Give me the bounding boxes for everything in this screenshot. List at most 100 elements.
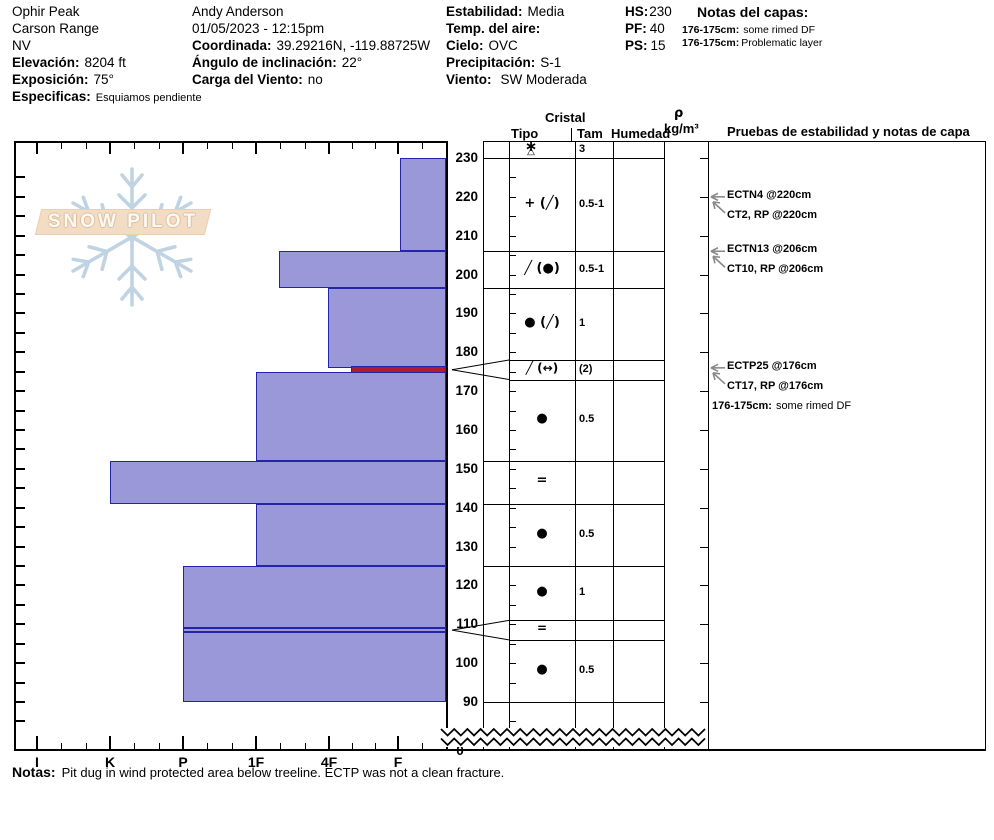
hs-value: 230 xyxy=(649,4,672,19)
grain-column-tick-175 xyxy=(510,371,516,373)
grain-size-value: 0.5 xyxy=(579,663,595,676)
grain-column-tick-180 xyxy=(510,352,516,354)
table-row-line xyxy=(483,566,664,568)
depth-minor-tick-135 xyxy=(16,526,25,529)
hardness-axis-label-P: P xyxy=(178,754,188,770)
grain-type-symbol: ● xyxy=(536,411,548,427)
density-column-tick-150 xyxy=(700,468,708,470)
layer-notes-title: Notas del capas: xyxy=(697,4,809,20)
hs-label: HS: xyxy=(625,4,649,19)
table-row-line xyxy=(483,503,664,505)
stability-test-label: CT10, RP @206cm xyxy=(727,263,824,276)
pit-notes-line: Notas: Pit dug in wind protected area bel… xyxy=(12,764,504,780)
depth-minor-tick-155 xyxy=(16,448,25,451)
depth-minor-tick-195 xyxy=(16,293,25,295)
hardness-top-minor-tick xyxy=(375,143,376,149)
depth-label-210: 210 xyxy=(455,227,478,243)
depth-label-150: 150 xyxy=(455,460,478,476)
depth-label-90: 90 xyxy=(462,694,478,710)
depth-minor-tick-210 xyxy=(16,234,25,237)
hardness-top-minor-tick xyxy=(422,143,423,149)
density-column-tick-190 xyxy=(700,313,708,315)
grain-size-value: 0.5-1 xyxy=(579,262,605,275)
hardness-axis-label-4F: 4F xyxy=(320,754,338,770)
table-row-line xyxy=(483,461,664,463)
flagged-layer-bar-176cm xyxy=(351,366,446,374)
depth-label-220: 220 xyxy=(455,188,478,204)
specifics-line: Especificas: Esquiamos pendiente xyxy=(12,89,202,104)
aspect-value: 75° xyxy=(93,72,114,87)
depth-minor-tick-190 xyxy=(16,312,25,315)
hardness-bottom-minor-tick xyxy=(86,743,87,749)
thin-layer-bracket xyxy=(451,629,510,641)
tipo-header: Tipo xyxy=(511,126,539,141)
hardness-bar-layer-152cm xyxy=(110,461,446,504)
observer-name: Andy Anderson xyxy=(192,4,284,19)
sky-line: Cielo: OVC xyxy=(446,38,518,53)
depth-minor-tick-120 xyxy=(16,584,25,587)
depth-label-0: 0 xyxy=(456,743,464,758)
precip-label: Precipitación: xyxy=(446,55,536,70)
depth-label-200: 200 xyxy=(455,266,478,282)
grain-column-tick-155 xyxy=(510,449,516,451)
grain-column-tick-105 xyxy=(510,643,516,645)
hardness-top-tick-F xyxy=(397,143,399,154)
table-row-line xyxy=(509,639,664,641)
depth-minor-tick-175 xyxy=(16,370,25,373)
grain-column-tick-205 xyxy=(510,255,516,257)
observation-datetime: 01/05/2023 - 12:15pm xyxy=(192,21,325,36)
grain-size-value: 3 xyxy=(579,143,586,155)
hardness-bottom-minor-tick xyxy=(280,743,281,749)
depth-label-120: 120 xyxy=(455,577,478,593)
layer-note-2-text: Problematic layer xyxy=(741,37,823,49)
axis-break-mask xyxy=(441,728,706,747)
wind-label: Viento: xyxy=(446,72,492,87)
cristal-header: Cristal xyxy=(545,110,586,125)
layer-note-1-text: some rimed DF xyxy=(743,24,815,36)
hardness-bottom-minor-tick xyxy=(232,743,233,749)
surface-grain-triangle: △ xyxy=(527,146,535,157)
wind-loading-label: Carga del Viento: xyxy=(192,72,303,87)
hardness-top-minor-tick xyxy=(159,143,160,149)
depth-minor-tick-170 xyxy=(16,390,25,393)
depth-minor-tick-165 xyxy=(16,409,25,412)
depth-label-100: 100 xyxy=(455,655,478,671)
density-symbol-header: ρ xyxy=(674,106,684,121)
depth-minor-tick-150 xyxy=(16,467,25,470)
test-arrow-icon xyxy=(712,372,726,385)
grain-column-tick-220 xyxy=(510,196,516,198)
stability-line: Estabilidad: Media xyxy=(446,4,564,19)
depth-minor-tick-115 xyxy=(16,603,25,606)
hardness-top-minor-tick xyxy=(352,143,353,149)
ps-value: 15 xyxy=(650,38,666,53)
depth-label-170: 170 xyxy=(455,383,478,399)
hardness-bottom-minor-tick xyxy=(422,743,423,749)
table-vline-5 xyxy=(708,141,709,750)
layer-note-1: 176-175cm: some rimed DF xyxy=(682,24,815,36)
hardness-axis-label-F: F xyxy=(393,754,403,770)
grain-column-tick-95 xyxy=(510,682,516,684)
air-temp-label: Temp. del aire: xyxy=(446,21,541,36)
elevation-line: Elevación: 8204 ft xyxy=(12,55,126,70)
plot-border-left xyxy=(14,141,16,750)
hardness-top-minor-tick xyxy=(61,143,62,149)
layer-note-2: 176-175cm: Problematic layer xyxy=(682,37,822,49)
pf-label: PF: xyxy=(625,21,647,36)
hardness-top-minor-tick xyxy=(86,143,87,149)
grain-column-tick-110 xyxy=(510,624,516,626)
hardness-bar-layer-230cm xyxy=(400,158,446,252)
layer-note-1-range: 176-175cm: xyxy=(682,24,740,36)
axis-break-zigzag xyxy=(440,737,706,747)
pit-notes-label: Notas: xyxy=(12,764,56,780)
hardness-bottom-tick-F xyxy=(397,736,399,749)
depth-label-140: 140 xyxy=(455,499,478,515)
test-arrow-icon xyxy=(710,192,725,202)
hardness-bar-layer-141cm xyxy=(256,503,446,567)
depth-minor-tick-145 xyxy=(16,487,25,490)
density-column-tick-180 xyxy=(700,352,708,354)
hardness-bottom-minor-tick xyxy=(61,743,62,749)
sky-value: OVC xyxy=(488,38,518,53)
precip-value: S-1 xyxy=(540,55,562,70)
bottom-axis-line xyxy=(14,749,986,751)
